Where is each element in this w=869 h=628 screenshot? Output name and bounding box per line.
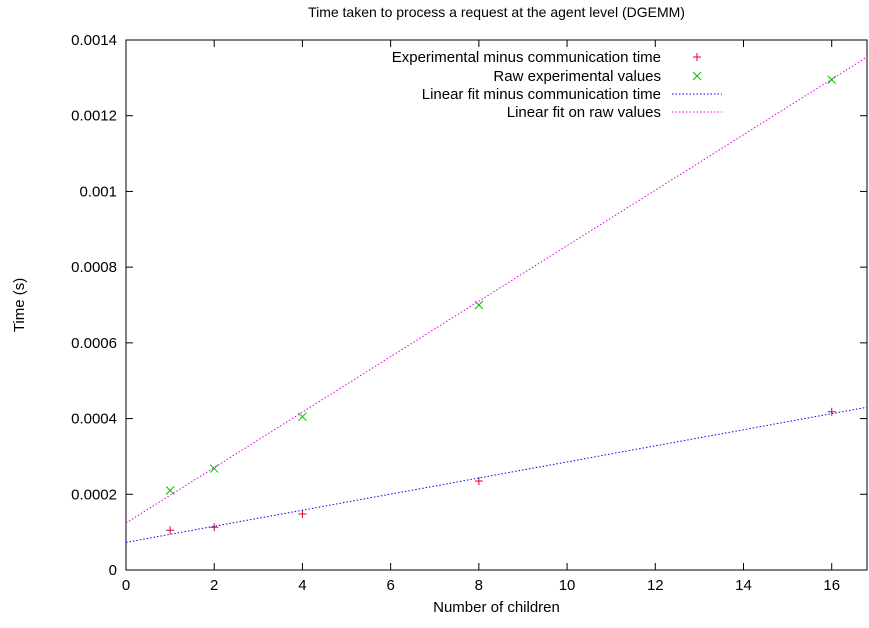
data-point xyxy=(474,300,484,310)
legend-label: Linear fit on raw values xyxy=(507,104,661,121)
legend: Experimental minus communication time Raw… xyxy=(392,49,722,121)
x-tick-label: 2 xyxy=(210,577,218,594)
x-tick-label: 4 xyxy=(298,577,306,594)
series-3 xyxy=(125,406,868,543)
data-point xyxy=(165,486,175,495)
data-point xyxy=(210,523,219,532)
x-axis-ticks: 0 2 4 6 8 10 12 14 16 xyxy=(122,40,840,594)
chart-title: Time taken to process a request at the a… xyxy=(308,4,685,20)
y-axis-label: Time (s) xyxy=(11,278,28,332)
x-axis-label: Number of children xyxy=(433,599,560,616)
fit-line xyxy=(125,56,868,524)
x-tick-label: 12 xyxy=(647,577,664,594)
legend-marker-sample xyxy=(692,71,702,81)
fit-line xyxy=(125,406,868,543)
series-layer xyxy=(125,56,868,543)
y-tick-label: 0.0008 xyxy=(71,259,117,276)
y-axis-ticks: 0 0.0002 0.0004 0.0006 0.0008 0.001 0.0012 0.00… xyxy=(71,32,867,579)
data-point xyxy=(298,412,307,422)
y-tick-label: 0.0006 xyxy=(71,335,117,352)
y-tick-label: 0 xyxy=(109,562,117,579)
x-tick-label: 16 xyxy=(823,577,840,594)
legend-marker-sample xyxy=(693,53,701,61)
legend-label: Experimental minus communication time xyxy=(392,49,661,66)
series-4 xyxy=(125,56,868,524)
x-tick-label: 10 xyxy=(559,577,576,594)
y-tick-label: 0.001 xyxy=(79,183,117,200)
series-1 xyxy=(166,407,836,535)
y-tick-label: 0.0004 xyxy=(71,411,117,428)
data-point xyxy=(827,407,836,416)
x-tick-label: 14 xyxy=(735,577,752,594)
x-tick-label: 6 xyxy=(386,577,394,594)
data-point xyxy=(209,464,219,473)
x-tick-label: 8 xyxy=(475,577,483,594)
data-point xyxy=(298,509,307,518)
legend-label: Raw experimental values xyxy=(493,68,661,85)
plot-frame xyxy=(125,39,868,571)
x-tick-label: 0 xyxy=(122,577,130,594)
y-tick-label: 0.0002 xyxy=(71,486,117,503)
data-point xyxy=(474,477,483,486)
y-tick-label: 0.0014 xyxy=(71,32,117,49)
y-tick-label: 0.0012 xyxy=(71,108,117,125)
series-2 xyxy=(165,75,837,495)
legend-label: Linear fit minus communication time xyxy=(422,86,661,103)
data-point xyxy=(166,526,175,535)
